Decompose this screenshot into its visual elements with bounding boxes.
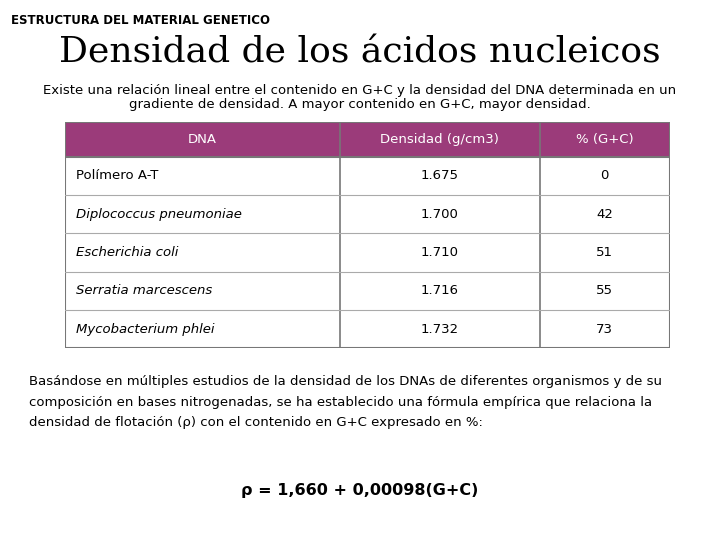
Text: Existe una relación lineal entre el contenido en G+C y la densidad del DNA deter: Existe una relación lineal entre el cont… (43, 84, 677, 97)
Text: 73: 73 (596, 322, 613, 336)
Text: Diplococcus pneumoniae: Diplococcus pneumoniae (76, 208, 242, 221)
Text: Escherichia coli: Escherichia coli (76, 246, 178, 259)
Text: 51: 51 (596, 246, 613, 259)
Text: Densidad de los ácidos nucleicos: Densidad de los ácidos nucleicos (59, 35, 661, 69)
Text: 1.700: 1.700 (420, 208, 459, 221)
Text: 55: 55 (596, 284, 613, 298)
Text: gradiente de densidad. A mayor contenido en G+C, mayor densidad.: gradiente de densidad. A mayor contenido… (129, 98, 591, 111)
Text: ESTRUCTURA DEL MATERIAL GENETICO: ESTRUCTURA DEL MATERIAL GENETICO (11, 14, 270, 26)
Text: Densidad (g/cm3): Densidad (g/cm3) (380, 133, 499, 146)
Text: 1.732: 1.732 (420, 322, 459, 336)
Text: Serratia marcescens: Serratia marcescens (76, 284, 212, 298)
Text: Polímero A-T: Polímero A-T (76, 170, 158, 183)
Text: 0: 0 (600, 170, 609, 183)
Text: Mycobacterium phlei: Mycobacterium phlei (76, 322, 214, 336)
FancyBboxPatch shape (65, 122, 670, 157)
Text: DNA: DNA (188, 133, 217, 146)
Text: 1.716: 1.716 (420, 284, 459, 298)
Text: Basándose en múltiples estudios de la densidad de los DNAs de diferentes organis: Basándose en múltiples estudios de la de… (29, 375, 662, 388)
Text: 1.675: 1.675 (420, 170, 459, 183)
Text: 42: 42 (596, 208, 613, 221)
Text: ρ = 1,660 + 0,00098(G+C): ρ = 1,660 + 0,00098(G+C) (241, 483, 479, 498)
Text: 1.710: 1.710 (420, 246, 459, 259)
Text: % (G+C): % (G+C) (576, 133, 634, 146)
Text: densidad de flotación (ρ) con el contenido en G+C expresado en %:: densidad de flotación (ρ) con el conteni… (29, 416, 482, 429)
Text: composición en bases nitrogenadas, se ha establecido una fórmula empírica que re: composición en bases nitrogenadas, se ha… (29, 396, 652, 409)
